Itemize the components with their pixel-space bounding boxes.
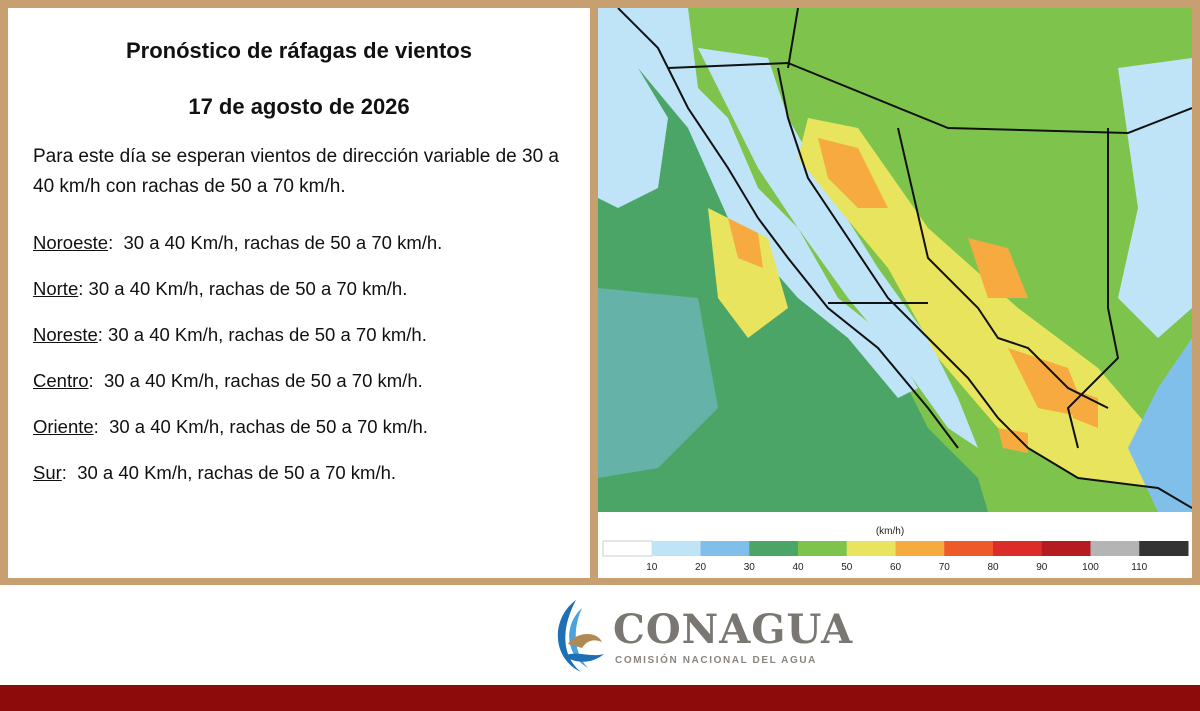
title: Pronóstico de ráfagas de vientos [126,38,472,63]
borders [617,7,1193,509]
legend-tick-label: 60 [890,562,902,573]
region-text: : 30 a 40 Km/h, rachas de 50 a 70 km/h. [93,416,428,437]
legend-tick-label: 10 [646,562,658,573]
map-panel: (km/h) 10 20 30 40 50 60 70 80 90 100 110 [598,7,1193,578]
emblem-arc [569,608,588,668]
legend-swatch [700,541,750,556]
border [787,7,799,69]
region-name: Centro [33,370,89,391]
emblem-water [564,653,604,662]
zone [708,208,788,338]
legend-unit: (km/h) [876,526,904,537]
region-name: Norte [33,278,79,299]
zone [1128,338,1192,512]
legend-swatch [749,541,799,556]
ocean-deep [598,288,718,478]
legend: (km/h) 10 20 30 40 50 60 70 80 90 100 110 [602,526,1189,573]
legend-swatch [651,541,701,556]
region-row: Oriente: 30 a 40 Km/h, rachas de 50 a 70… [33,416,428,438]
legend-swatch [846,541,896,556]
legend-tick-label: 50 [841,562,853,573]
zone [968,238,1028,298]
region-text: : 30 a 40 Km/h, rachas de 50 a 70 km/h. [78,278,408,299]
legend-swatch [944,541,994,556]
region-text: : 30 a 40 Km/h, rachas de 50 a 70 km/h. [108,232,443,253]
emblem-eagle [568,633,602,648]
legend-swatch [1041,541,1091,556]
region-text: : 30 a 40 Km/h, rachas de 50 a 70 km/h. [97,324,427,345]
legend-tick-label: 80 [987,562,999,573]
region-name: Noroeste [33,232,109,253]
text-panel: Pronóstico de ráfagas de vientos 17 de a… [8,8,590,578]
border [1066,128,1120,449]
region-row: Centro: 30 a 40 Km/h, rachas de 50 a 70 … [33,370,423,392]
legend-tick-label: 90 [1036,562,1048,573]
legend-swatch [993,541,1043,556]
legend-swatch [798,541,848,556]
region-row: Norte: 30 a 40 Km/h, rachas de 50 a 70 k… [33,278,407,300]
gulf [698,48,978,448]
map: (km/h) 10 20 30 40 50 60 70 80 90 100 110 [598,7,1193,578]
emblem-arc [557,600,581,672]
summary: Para este día se esperan vientos de dire… [33,146,559,197]
zone [1118,58,1192,338]
legend-tick-label: 110 [1131,562,1147,573]
region-name: Sur [33,462,62,483]
zone [818,138,888,208]
region-text: : 30 a 40 Km/h, rachas de 50 a 70 km/h. [88,370,423,391]
border [897,127,1109,409]
brand-subtitle: COMISIÓN NACIONAL DEL AGUA [615,655,817,666]
legend-swatch [602,540,653,557]
zone [1068,388,1098,428]
region-name: Noreste [33,324,98,345]
footer-bar [0,685,1200,711]
legend-swatch [1139,541,1189,556]
ocean-low [598,28,668,208]
coast-low [598,8,918,398]
region-name: Oriente [33,416,94,437]
region-text: : 30 a 40 Km/h, rachas de 50 a 70 km/h. [61,462,397,483]
legend-tick-label: 20 [695,562,707,573]
zone [728,218,763,268]
brand: CONAGUA [613,606,854,653]
legend-swatch [895,541,945,556]
logo-emblem [557,600,604,672]
legend-tick-label: 40 [792,562,804,573]
region-row: Noreste: 30 a 40 Km/h, rachas de 50 a 70… [33,324,427,346]
coastline [777,67,1193,509]
zone [998,428,1028,453]
region-row: Noroeste: 30 a 40 Km/h, rachas de 50 a 7… [33,232,442,254]
border [667,61,1193,135]
date: 17 de agosto de 2026 [188,94,410,119]
coastline [617,7,959,449]
legend-tick-label: 100 [1082,562,1099,573]
legend-swatch [1090,541,1140,556]
region-row: Sur: 30 a 40 Km/h, rachas de 50 a 70 km/… [33,462,396,484]
zone [1008,348,1088,418]
legend-tick-label: 70 [939,562,951,573]
legend-tick-label: 30 [744,562,756,573]
